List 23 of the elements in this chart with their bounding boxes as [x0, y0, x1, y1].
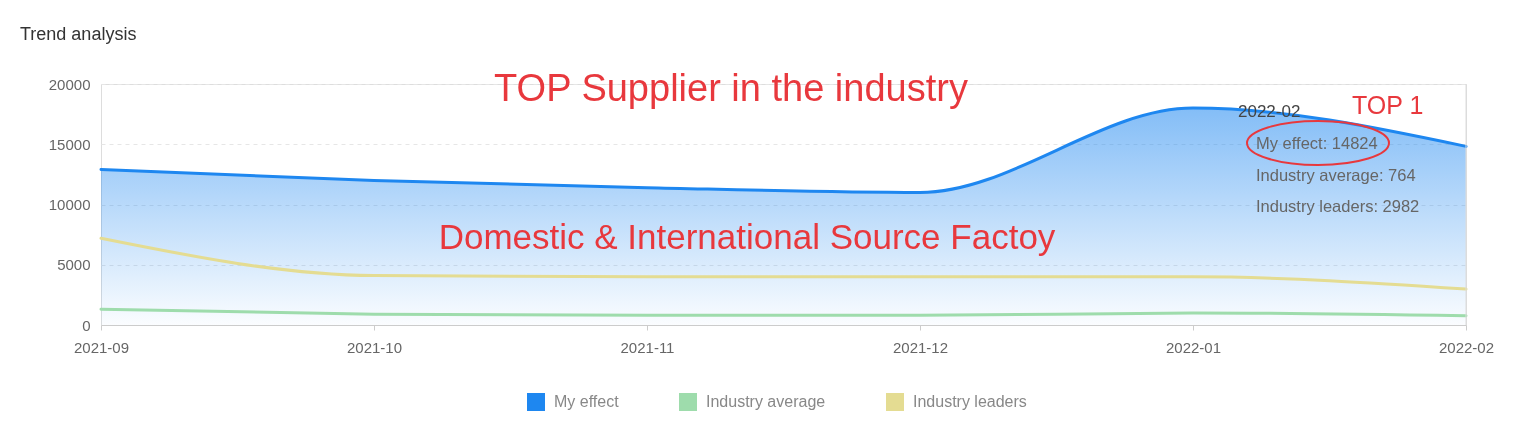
x-tick-label: 2022-02 [1438, 338, 1495, 356]
annotation: Industry average: 764 [1256, 166, 1416, 184]
annotation: My effect: 14824 [1256, 134, 1378, 152]
annotation: 2022-02 [1238, 102, 1301, 121]
x-tick-label: 2021-09 [73, 338, 130, 356]
legend-label: Industry average [706, 393, 826, 410]
y-tick-label: 5000 [57, 256, 91, 274]
legend-label: My effect [554, 393, 620, 410]
annotation: TOP 1 [1352, 91, 1424, 119]
x-tick-label: 2022-01 [1165, 338, 1222, 356]
y-tick-label: 10000 [48, 196, 91, 213]
legend-label: Industry leaders [913, 393, 1027, 410]
x-tick-label: 2021-10 [346, 338, 403, 356]
y-tick-label: 15000 [48, 135, 91, 153]
y-tick-label: 20000 [48, 75, 91, 93]
chart-title: Trend analysis [20, 24, 137, 44]
annotation: Industry leaders: 2982 [1256, 197, 1420, 215]
annotation: TOP Supplier in the industry [494, 67, 968, 109]
x-tick-label: 2021-12 [892, 338, 949, 356]
annotation: Domestic & International Source Factoy [438, 217, 1056, 256]
x-tick-label: 2021-11 [620, 338, 675, 356]
y-tick-label: 0 [82, 316, 91, 334]
line-series [99, 307, 1468, 318]
